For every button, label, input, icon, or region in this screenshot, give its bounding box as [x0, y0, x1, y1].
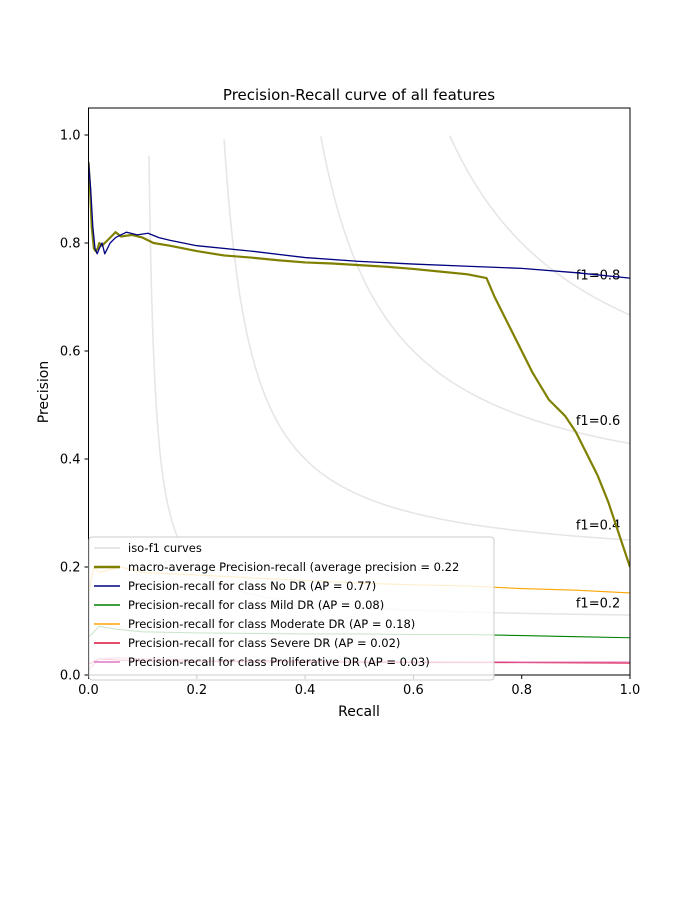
- x-tick-label-5: 1.0: [620, 683, 641, 698]
- x-tick-label-0: 0.0: [78, 683, 99, 698]
- iso-f1-labels: f1=0.2 f1=0.4 f1=0.6 f1=0.8: [576, 268, 620, 611]
- legend: iso-f1 curves macro-average Precision-rec…: [88, 536, 495, 681]
- legend-entry-4: Precision-recall for class Moderate DR (…: [128, 617, 415, 631]
- x-tick-label-2: 0.4: [295, 683, 316, 698]
- iso-f1-curve-3: [449, 135, 630, 316]
- legend-entry-0: iso-f1 curves: [128, 541, 202, 555]
- legend-entry-6: Precision-recall for class Proliferative…: [128, 655, 430, 669]
- y-tick-label-0: 0.0: [60, 669, 81, 684]
- y-tick-label-3: 0.6: [60, 345, 81, 360]
- legend-entry-1: macro-average Precision-recall (average …: [128, 560, 459, 574]
- y-axis-label: Precision: [36, 361, 52, 423]
- legend-box: [88, 536, 495, 681]
- iso-f1-label-1: f1=0.4: [576, 518, 620, 533]
- y-tick-label-2: 0.4: [60, 453, 81, 468]
- y-axis-ticks: 0.0 0.2 0.4 0.6 0.8 1.0: [60, 129, 89, 684]
- series-line-1: [88, 161, 630, 279]
- legend-entry-2: Precision-recall for class No DR (AP = 0…: [128, 579, 376, 593]
- iso-f1-curve-2: [320, 136, 630, 445]
- iso-f1-label-2: f1=0.6: [576, 414, 620, 429]
- chart-title: Precision-Recall curve of all features: [223, 86, 495, 104]
- y-tick-label-4: 0.8: [60, 237, 81, 252]
- x-axis-label: Recall: [338, 704, 380, 720]
- iso-f1-label-0: f1=0.2: [576, 596, 620, 611]
- x-tick-label-3: 0.6: [403, 683, 424, 698]
- iso-f1-label-3: f1=0.8: [576, 268, 620, 283]
- legend-entry-3: Precision-recall for class Mild DR (AP =…: [128, 598, 384, 612]
- x-tick-label-4: 0.8: [511, 683, 532, 698]
- y-tick-label-5: 1.0: [60, 129, 81, 144]
- y-tick-label-1: 0.2: [60, 561, 81, 576]
- x-axis-ticks: 0.0 0.2 0.4 0.6 0.8 1.0: [78, 675, 640, 698]
- x-tick-label-1: 0.2: [186, 683, 207, 698]
- legend-entry-5: Precision-recall for class Severe DR (AP…: [128, 636, 400, 650]
- iso-f1-curve-1: [223, 139, 630, 541]
